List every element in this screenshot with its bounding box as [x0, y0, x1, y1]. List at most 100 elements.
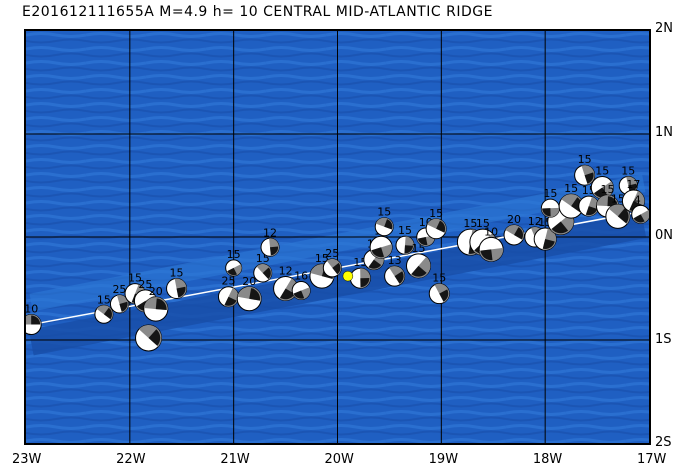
latitude-label: 1N — [655, 124, 673, 140]
focal-mechanism: 10 — [26, 303, 42, 336]
map-frame[interactable]: 1015251525201525152015121216152515151515… — [24, 29, 651, 445]
focal-mechanism: 15 — [405, 242, 431, 279]
beachball-compression — [368, 259, 382, 269]
beachball-compression — [119, 301, 128, 312]
longitude-label: 21W — [220, 452, 250, 467]
beachball-compression — [617, 208, 629, 224]
focal-mechanism: 15 — [590, 165, 614, 200]
longitude-label: 19W — [428, 452, 459, 467]
depth-label: 15 — [543, 187, 557, 200]
focal-mechanism: 4 — [631, 193, 649, 224]
beachball-compression — [594, 187, 608, 198]
depth-label: 20 — [149, 285, 163, 298]
depth-label: 15 — [463, 217, 477, 230]
focal-mechanism: 25 — [322, 247, 342, 278]
beachball-compression — [31, 315, 41, 325]
focal-mechanism: 15 — [253, 252, 273, 283]
depth-label: 12 — [263, 226, 277, 239]
focal-mechanism: 16 — [291, 270, 311, 301]
map-title: E201612111655A M=4.9 h= 10 CENTRAL MID-A… — [22, 4, 493, 20]
depth-label: 25 — [138, 278, 152, 291]
longitude-label: 23W — [12, 452, 42, 467]
depth-label: 15 — [97, 293, 111, 306]
focal-mechanism: 15 — [425, 207, 447, 240]
depth-label: 13 — [388, 254, 402, 267]
longitude-label: 22W — [116, 452, 146, 467]
beachball-compression — [514, 227, 524, 240]
beachball-compression — [176, 286, 186, 298]
depth-label: 10 — [26, 303, 38, 316]
beachball-compression — [270, 246, 279, 256]
focal-mechanism: 15 — [618, 165, 638, 195]
focal-mechanism: 12 — [260, 226, 280, 257]
longitude-label: 17W — [637, 452, 667, 467]
latitude-label: 1S — [655, 331, 672, 347]
focal-mechanism: 15 — [94, 293, 114, 324]
depth-label: 15 — [476, 217, 490, 230]
focal-mechanism: 15 — [428, 272, 450, 305]
beachball-compression — [371, 247, 385, 258]
beachball-compression — [332, 262, 341, 275]
depth-label: 25 — [112, 283, 126, 296]
depth-label: 12 — [279, 265, 293, 278]
depth-label: 25 — [221, 275, 235, 288]
depth-label: 15 — [611, 192, 625, 205]
focal-mechanism: 13 — [384, 254, 406, 287]
focal-mechanism: 20 — [143, 285, 169, 322]
latitude-label: 2N — [655, 21, 673, 36]
depth-label: 15 — [398, 224, 412, 237]
beachball-compression — [411, 265, 427, 277]
beachball-compression — [155, 298, 167, 311]
depth-label: 17 — [626, 178, 640, 191]
focal-mechanism: 10 — [478, 225, 504, 262]
focal-mechanism: 15 — [349, 256, 371, 289]
depth-label: 15 — [621, 165, 635, 178]
beachball-compression — [417, 237, 428, 246]
depth-label: 15 — [578, 153, 592, 166]
map-canvas[interactable]: 1015251525201525152015121216152515151515… — [26, 31, 649, 443]
depth-label: 15 — [432, 272, 446, 285]
focal-mechanism: 25 — [217, 275, 239, 308]
focal-mechanism: 15 — [374, 206, 394, 237]
beachball-compression — [249, 288, 261, 301]
depth-label: 15 — [429, 207, 443, 220]
focal-mechanism: 15 — [540, 187, 560, 218]
depth-label: 15 — [170, 267, 184, 280]
focal-mechanism: 20 — [503, 213, 525, 246]
depth-label: 10 — [484, 225, 498, 238]
beachball-compression — [280, 288, 295, 300]
beachball-compression — [103, 307, 112, 320]
depth-label: 15 — [595, 165, 609, 178]
focal-mechanism: 15 — [395, 224, 415, 255]
focal-mechanism: 15 — [605, 192, 631, 229]
beachball-compression — [439, 289, 449, 302]
latitude-label: 0N — [655, 228, 673, 243]
focal-mechanism: 15 — [225, 248, 243, 277]
depth-label: 20 — [507, 213, 521, 226]
beachball-compression — [394, 271, 404, 284]
longitude-label: 18W — [532, 452, 563, 467]
beachball-compression — [542, 208, 551, 217]
depth-label: 4 — [634, 193, 641, 206]
beachball-compression — [227, 267, 237, 276]
beachball-compression — [404, 245, 414, 254]
depth-label: 15 — [227, 248, 241, 261]
beachball-compression — [480, 249, 493, 261]
beachball-compression — [262, 267, 271, 279]
depth-label: 15 — [377, 206, 391, 219]
focal-mechanism: 15 — [533, 216, 557, 251]
beachball-compression — [436, 220, 446, 233]
focal-mechanism: 25 — [109, 283, 129, 314]
beachball-compression — [633, 214, 645, 223]
depth-label: 16 — [294, 270, 308, 283]
beachball-compression — [585, 206, 598, 216]
beachball-compression — [384, 219, 393, 230]
focal-mechanism — [135, 324, 163, 352]
current-event-marker[interactable] — [342, 270, 354, 282]
depth-label: 12 — [528, 215, 542, 228]
depth-label: 15 — [564, 182, 578, 195]
focal-mechanism: 20 — [236, 275, 262, 312]
current-event-dot[interactable] — [342, 270, 354, 282]
depth-label: 25 — [325, 247, 339, 260]
depth-label: 15 — [600, 183, 614, 196]
